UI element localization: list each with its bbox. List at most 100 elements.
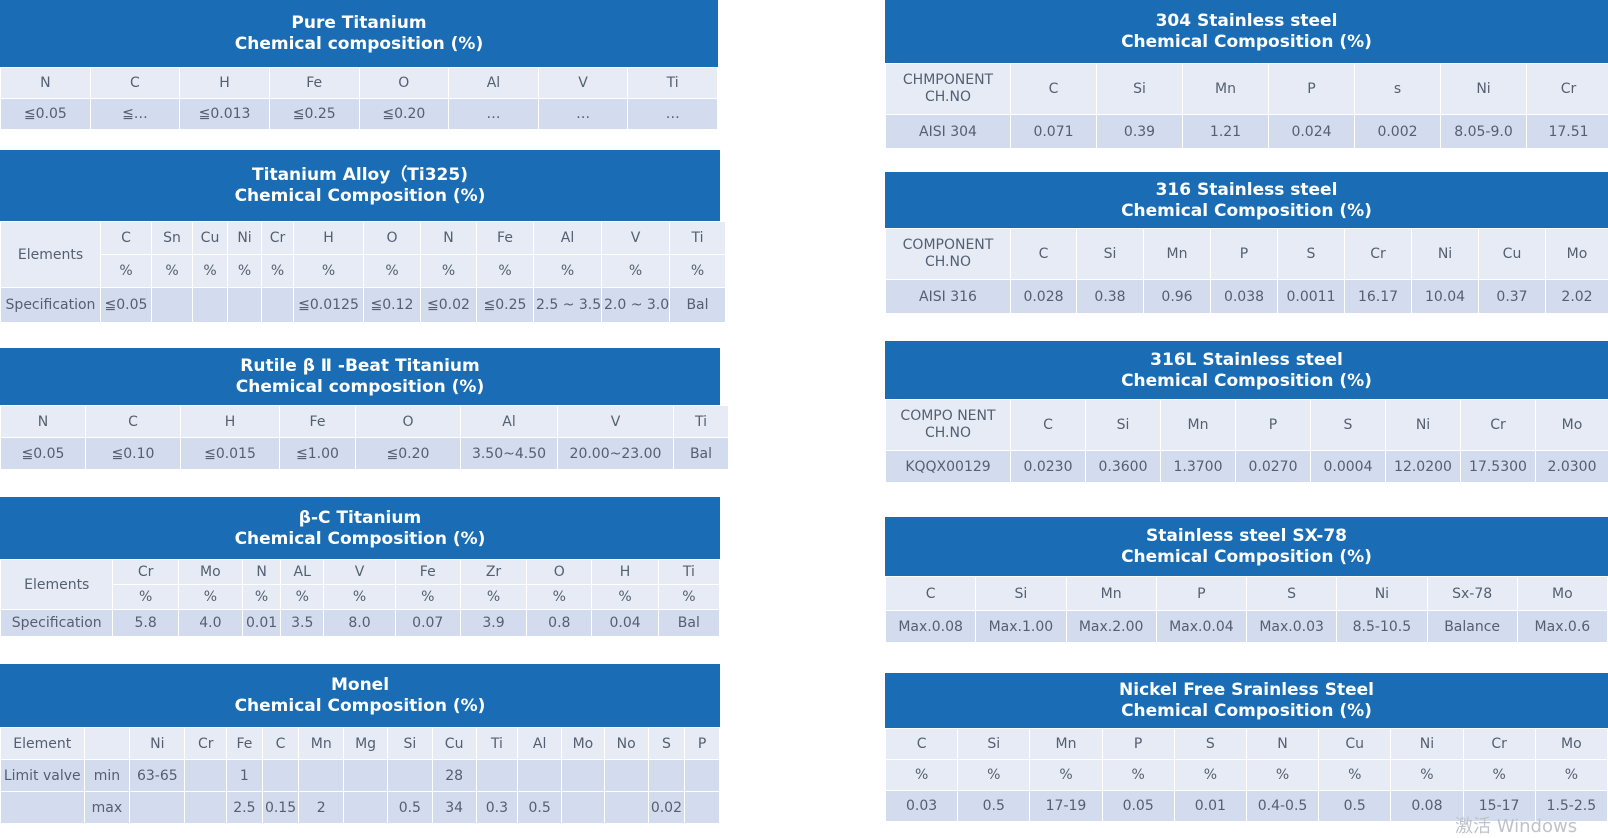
- value-cell: [344, 760, 387, 791]
- element-header: S: [1174, 729, 1246, 759]
- unit-cell: %: [294, 255, 363, 287]
- table-subtitle: Chemical Composition (%): [1121, 200, 1372, 221]
- element-header: H: [592, 560, 658, 584]
- header-row: N C H Fe O Al V Ti: [1, 68, 717, 98]
- element-header: Fe: [227, 728, 262, 759]
- element-header: Si: [958, 729, 1030, 759]
- header-row: COMPONENT CH.NO C Si Mn P S Cr Ni Cu Mo: [886, 229, 1608, 279]
- value-cell: 1.3700: [1161, 451, 1235, 482]
- value-cell: 10.04: [1412, 280, 1478, 313]
- element-header: Ni: [228, 222, 261, 254]
- max-row: max 2.5 0.15 2 0.5 34 0.3 0.5 0.02: [1, 792, 719, 823]
- element-header: C: [886, 577, 976, 610]
- ss304-table: 304 Stainless steel Chemical Composition…: [885, 0, 1608, 149]
- value-cell: [387, 760, 432, 791]
- header-row: COMPO NENT CH.NO C Si Mn P S Ni Cr Mo: [886, 400, 1608, 450]
- limit-label: Limit valve: [1, 760, 84, 791]
- element-header: Mn: [1030, 729, 1102, 759]
- unit-cell: %: [460, 585, 527, 609]
- value-cell: Max.0.08: [886, 611, 976, 642]
- ss316-grid: COMPONENT CH.NO C Si Mn P S Cr Ni Cu Mo AISI 316…: [885, 228, 1608, 314]
- element-header: O: [356, 406, 460, 437]
- element-header: Fe: [477, 222, 533, 254]
- element-header: Fe: [395, 560, 460, 584]
- rutile-grid: N C H Fe O Al V Ti ≦0.05 ≦0.10 ≦0.015 ≦1.00 ≦0.20 3.…: [0, 405, 729, 470]
- beta-c-header: β-C Titanium Chemical Composition (%): [0, 497, 720, 560]
- ss316-table: 316 Stainless steel Chemical Composition…: [885, 172, 1608, 314]
- element-header: V: [538, 68, 628, 98]
- unit-cell: %: [364, 255, 420, 287]
- pure-titanium-header: Pure Titanium Chemical composition (%): [0, 0, 718, 68]
- value-cell: ≦0.10: [86, 438, 180, 469]
- unit-cell: %: [1174, 760, 1246, 790]
- element-header: Ni: [1412, 229, 1478, 279]
- value-cell: ≦0.05: [1, 438, 85, 469]
- element-header: H: [180, 68, 269, 98]
- element-header: O: [527, 560, 592, 584]
- unit-cell: %: [228, 255, 261, 287]
- value-cell: ≦0.02: [421, 288, 476, 322]
- pure-titanium-table: Pure Titanium Chemical composition (%) N…: [0, 0, 718, 130]
- sx78-table: Stainless steel SX-78 Chemical Compositi…: [885, 517, 1608, 643]
- table-title: Nickel Free Srainless Steel: [1119, 680, 1374, 700]
- element-header: Mo: [1535, 729, 1607, 759]
- value-cell: 0.07: [395, 610, 460, 636]
- element-header: Ni: [1337, 577, 1427, 610]
- unit-cell: %: [592, 585, 658, 609]
- element-header: N: [1246, 729, 1319, 759]
- value-cell: 0.5: [387, 792, 432, 823]
- element-header: P: [1269, 64, 1354, 114]
- value-cell: Max.2.00: [1066, 611, 1156, 642]
- value-row: Max.0.08 Max.1.00 Max.2.00 Max.0.04 Max.0.03…: [886, 611, 1607, 642]
- element-header: Al: [461, 406, 557, 437]
- element-header: V: [558, 406, 673, 437]
- element-header: P: [685, 728, 719, 759]
- element-header: S: [1247, 577, 1337, 610]
- element-header: P: [1102, 729, 1174, 759]
- units-row: %%%%%%%%%%%%: [1, 255, 725, 287]
- value-cell: [604, 760, 648, 791]
- element-header: C: [262, 728, 299, 759]
- value-cell: [685, 792, 719, 823]
- elements-label: Elements: [1, 222, 100, 287]
- element-label: Element: [1, 728, 84, 759]
- unit-cell: %: [477, 255, 533, 287]
- value-cell: Max.0.04: [1156, 611, 1246, 642]
- value-row: AISI 304 0.071 0.39 1.21 0.024 0.002 8.05-9.0…: [886, 115, 1608, 148]
- value-cell: Balance: [1427, 611, 1517, 642]
- value-cell: 2.0 ~ 3.0: [602, 288, 669, 322]
- value-cell: …: [628, 99, 717, 129]
- value-cell: 0.0230: [1011, 451, 1085, 482]
- value-cell: 0.4-0.5: [1246, 791, 1319, 821]
- ss316l-header: 316L Stainless steel Chemical Compositio…: [885, 341, 1608, 400]
- value-cell: 8.5-10.5: [1337, 611, 1427, 642]
- unit-cell: %: [243, 585, 281, 609]
- element-header: Sx-78: [1427, 577, 1517, 610]
- table-title: β-C Titanium: [298, 507, 422, 528]
- unit-cell: %: [1463, 760, 1535, 790]
- element-header: C: [1011, 229, 1076, 279]
- value-cell: 0.8: [527, 610, 592, 636]
- value-cell: ≦1.00: [280, 438, 355, 469]
- value-cell: …: [449, 99, 538, 129]
- value-cell: 16.17: [1345, 280, 1411, 313]
- element-header: Cr: [1463, 729, 1535, 759]
- unit-cell: %: [113, 585, 178, 609]
- element-header: S: [1311, 400, 1385, 450]
- spec-row: Specification 5.8 4.0 0.01 3.5 8.0 0.07 3.9 0.8…: [1, 610, 719, 636]
- value-cell: 0.0004: [1311, 451, 1385, 482]
- value-cell: 0.3: [476, 792, 518, 823]
- value-cell: Max.0.6: [1517, 611, 1607, 642]
- value-cell: ≦0.20: [356, 438, 460, 469]
- table-subtitle: Chemical composition (%): [235, 377, 485, 397]
- header-row: C Si Mn P S N Cu Ni Cr Mo: [886, 729, 1607, 759]
- value-cell: 0.04: [592, 610, 658, 636]
- elements-label: Elements: [1, 560, 113, 609]
- element-header: Ti: [670, 222, 725, 254]
- unit-cell: %: [1246, 760, 1319, 790]
- element-header: P: [1211, 229, 1277, 279]
- value-cell: 2.0300: [1536, 451, 1608, 482]
- beta-c-grid: Elements Cr Mo N AL V Fe Zr O H Ti %%%%%%%%%% Spe…: [0, 559, 720, 637]
